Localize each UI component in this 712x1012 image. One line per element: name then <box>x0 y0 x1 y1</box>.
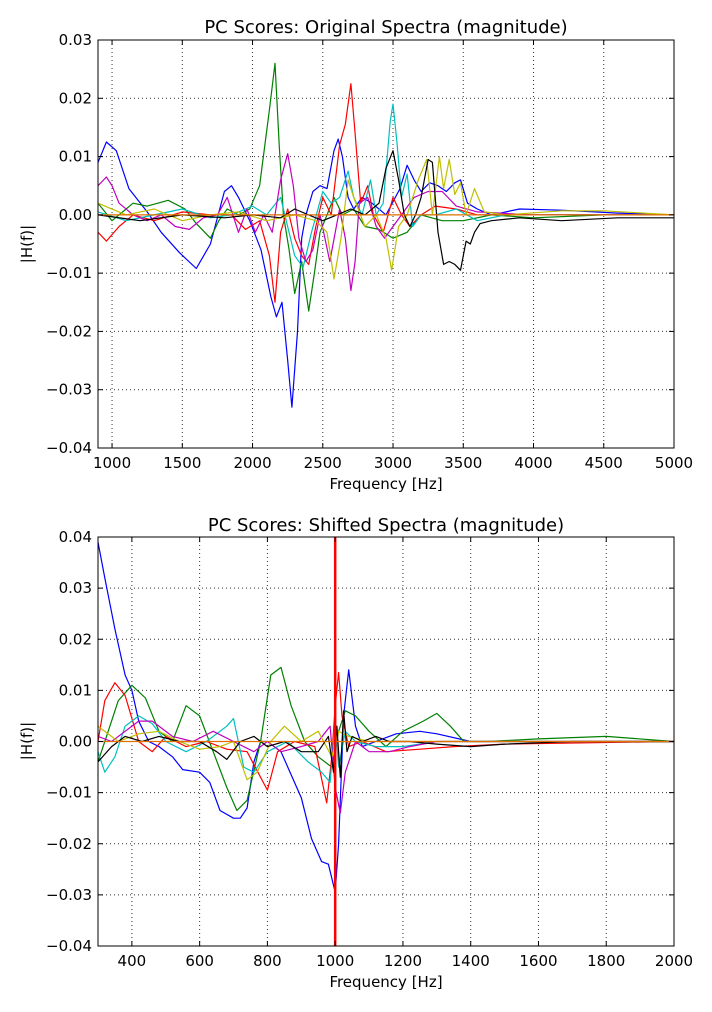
bottom-chart-xtick-label: 1400 <box>452 952 490 970</box>
bottom-chart-xtick-label: 800 <box>253 952 282 970</box>
top-chart-xtick-label: 4000 <box>514 454 552 472</box>
top-chart-xtick-label: 1500 <box>163 454 201 472</box>
bottom-chart-plot-area <box>98 537 674 946</box>
bottom-chart-ytick-label: −0.04 <box>46 937 92 955</box>
top-chart-series-black <box>98 150 674 271</box>
bottom-chart-xlabel: Frequency [Hz] <box>329 973 442 991</box>
top-chart-xtick-label: 3500 <box>444 454 482 472</box>
bottom-chart-series-magenta <box>98 720 674 814</box>
top-chart-ytick-label: −0.02 <box>46 322 92 340</box>
top-chart-ytick-label: −0.03 <box>46 381 92 399</box>
top-chart: PC Scores: Original Spectra (magnitude) … <box>18 17 693 493</box>
bottom-chart-ytick-label: −0.01 <box>46 784 92 802</box>
top-chart-title: PC Scores: Original Spectra (magnitude) <box>204 17 567 38</box>
bottom-chart-ytick-label: 0.02 <box>59 630 92 648</box>
bottom-chart-ticks: 400 600 800 1000 1200 1400 1600 1800 2000 −0.04 −0… <box>46 528 693 970</box>
top-chart-ytick-label: −0.04 <box>46 439 92 457</box>
top-chart-series-yellow <box>98 156 674 280</box>
top-chart-xtick-label: 1000 <box>93 454 131 472</box>
top-chart-xtick-label: 2500 <box>304 454 342 472</box>
top-chart-xtick-label: 3000 <box>374 454 412 472</box>
bottom-chart: PC Scores: Shifted Spectra (magnitude) 4… <box>18 515 693 991</box>
bottom-chart-xtick-label: 400 <box>118 952 147 970</box>
top-chart-plot-area <box>98 62 674 408</box>
top-chart-xtick-label: 2000 <box>233 454 271 472</box>
top-chart-series-blue <box>98 138 674 408</box>
bottom-chart-xtick-label: 1600 <box>519 952 557 970</box>
top-chart-frame <box>97 39 675 449</box>
top-chart-ytick-label: 0.00 <box>59 206 92 224</box>
top-chart-ytick-label: 0.03 <box>59 31 92 49</box>
top-chart-ylabel: |H(f)| <box>18 225 36 263</box>
bottom-chart-xtick-label: 600 <box>185 952 214 970</box>
top-chart-xlabel: Frequency [Hz] <box>329 475 442 493</box>
top-chart-ytick-label: 0.01 <box>59 148 92 166</box>
top-chart-ticks: 1000 1500 2000 2500 3000 3500 4000 4500 5000 −0.0… <box>46 31 693 472</box>
bottom-chart-ytick-label: 0.04 <box>59 528 92 546</box>
top-chart-xtick-label: 4500 <box>585 454 623 472</box>
bottom-chart-xtick-label: 2000 <box>655 952 693 970</box>
bottom-chart-ytick-label: −0.03 <box>46 886 92 904</box>
top-chart-xtick-label: 5000 <box>655 454 693 472</box>
bottom-chart-xtick-label: 1200 <box>384 952 422 970</box>
bottom-chart-ytick-label: 0.00 <box>59 733 92 751</box>
bottom-chart-ylabel: |H(f)| <box>18 722 36 760</box>
bottom-chart-ytick-label: −0.02 <box>46 835 92 853</box>
bottom-chart-xtick-label: 1800 <box>587 952 625 970</box>
bottom-chart-xtick-label: 1000 <box>316 952 354 970</box>
bottom-chart-series-cyan <box>98 715 674 783</box>
bottom-chart-ytick-label: 0.01 <box>59 681 92 699</box>
top-chart-ytick-label: −0.01 <box>46 264 92 282</box>
bottom-chart-title: PC Scores: Shifted Spectra (magnitude) <box>208 515 564 536</box>
bottom-chart-ytick-label: 0.03 <box>59 579 92 597</box>
top-chart-ytick-label: 0.02 <box>59 89 92 107</box>
